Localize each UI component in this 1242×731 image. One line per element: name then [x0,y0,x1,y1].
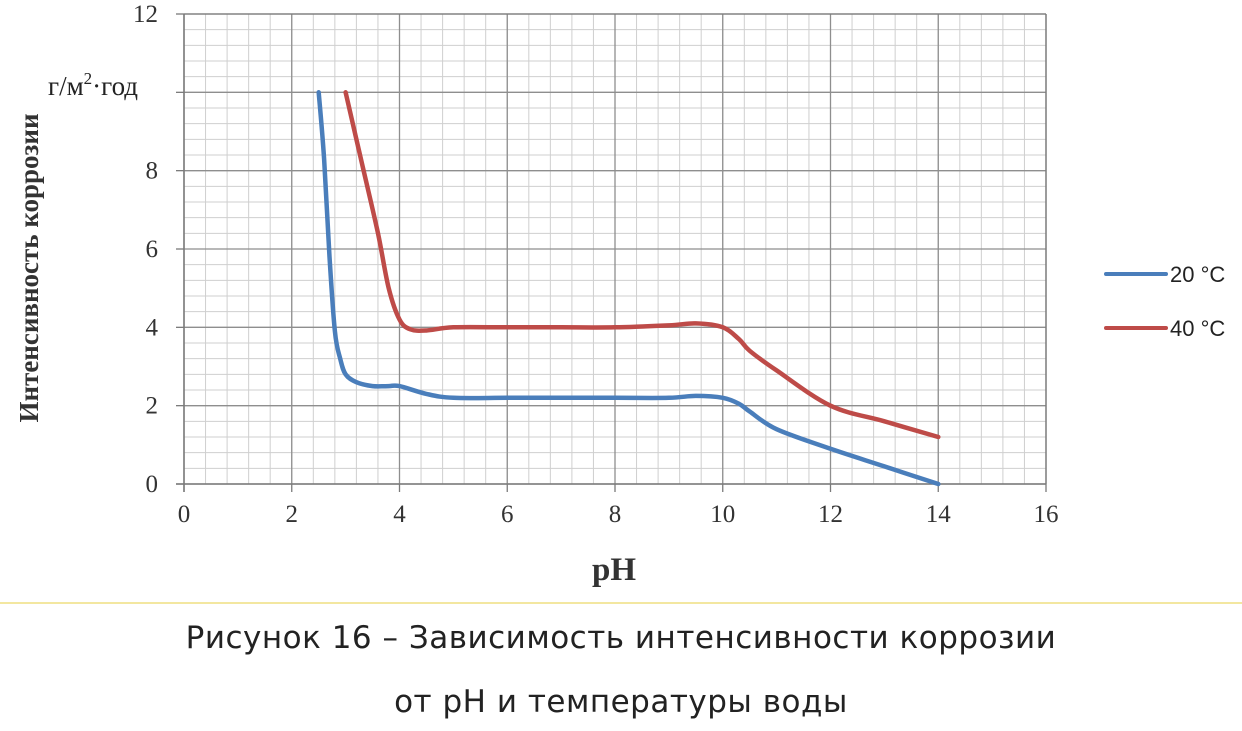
y-tick-label: 0 [146,471,159,498]
series-line-40c [343,90,941,440]
x-tick-label: 10 [710,501,735,528]
y-tick-labels: 0 2 4 6 8 12 [133,1,159,498]
x-tick-label: 12 [818,501,843,528]
x-tick-label: 16 [1034,501,1059,528]
y-axis-unit-label: г/м2·год [48,69,138,101]
x-tick-label: 0 [178,501,191,528]
legend-label-40c: 40 °C [1170,316,1225,341]
y-axis-title: Интенсивность коррозии [14,113,44,422]
series-line-20c [316,90,941,487]
figure-caption-line-2: от pH и температуры воды [394,684,848,720]
x-axis-title: pH [592,552,636,588]
legend: 20 °C 40 °C [1104,262,1225,341]
unit-base: г/м [48,71,84,101]
x-tick-label: 2 [286,501,299,528]
y-tick-label: 4 [146,314,159,341]
unit-rest: ·год [92,71,138,101]
caption-divider [0,602,1242,604]
series-lines [316,90,941,487]
legend-label-20c: 20 °C [1170,262,1225,287]
y-tick-label: 2 [146,393,159,420]
x-tick-labels: 0 2 4 6 8 10 12 14 16 [178,501,1059,528]
x-tick-label: 6 [501,501,514,528]
y-tick-label: 6 [146,236,159,263]
x-tick-label: 8 [609,501,622,528]
axes [176,13,1047,492]
corrosion-chart: 0 2 4 6 8 10 12 14 16 0 2 4 6 8 12 pH Интенсивность к… [14,1,1225,588]
unit-superscript: 2 [84,69,93,88]
y-tick-label: 8 [146,158,159,185]
x-tick-label: 4 [393,501,406,528]
x-tick-label: 14 [926,501,952,528]
figure-caption-line-1: Рисунок 16 – Зависимость интенсивности к… [185,620,1057,656]
y-tick-label: 12 [133,1,158,28]
